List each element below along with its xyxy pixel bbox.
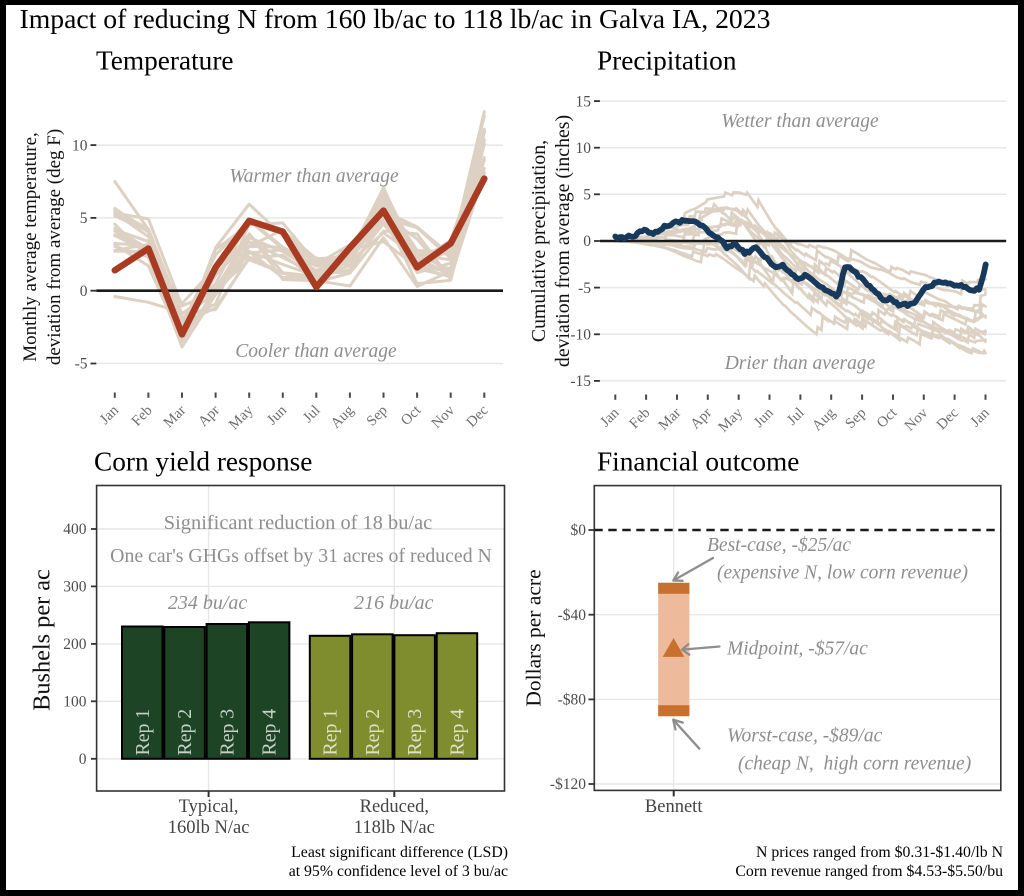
svg-text:Cumulative precipitation,: Cumulative precipitation, (528, 140, 550, 342)
svg-text:Rep 1: Rep 1 (320, 709, 342, 756)
svg-text:216 bu/ac: 216 bu/ac (354, 592, 434, 614)
svg-text:Financial outcome: Financial outcome (597, 447, 799, 477)
svg-text:Rep 3: Rep 3 (404, 709, 426, 756)
svg-text:200: 200 (63, 636, 87, 653)
svg-text:234 bu/ac: 234 bu/ac (168, 592, 248, 614)
svg-text:100: 100 (63, 694, 87, 711)
svg-text:N prices ranged from $0.31-$1.: N prices ranged from $0.31-$1.40/lb N (756, 844, 1004, 861)
svg-text:0: 0 (79, 751, 87, 768)
svg-text:0: 0 (80, 283, 88, 300)
svg-text:Drier than average: Drier than average (724, 353, 876, 374)
svg-text:Rep 4: Rep 4 (446, 709, 468, 756)
svg-text:at 95% confidence level of 3 b: at 95% confidence level of 3 bu/ac (289, 863, 508, 880)
svg-text:-$40: -$40 (558, 607, 587, 624)
svg-text:Bushels per ac: Bushels per ac (29, 569, 56, 711)
svg-text:5: 5 (80, 210, 88, 227)
svg-text:160lb N/ac: 160lb N/ac (168, 818, 250, 838)
svg-text:0: 0 (583, 233, 591, 250)
svg-text:Corn revenue ranged from $4.53: Corn revenue ranged from $4.53-$5.50/bu (735, 863, 1003, 880)
svg-text:Wetter than average: Wetter than average (721, 111, 879, 132)
svg-text:Monthly average temperature,: Monthly average temperature, (20, 132, 41, 361)
svg-text:-10: -10 (570, 327, 591, 344)
svg-text:deviation from average (inches: deviation from average (inches) (552, 115, 574, 367)
svg-text:10: 10 (576, 140, 592, 157)
svg-text:Cooler than average: Cooler than average (235, 341, 397, 362)
svg-text:Rep 4: Rep 4 (259, 709, 281, 756)
svg-text:-5: -5 (578, 280, 591, 297)
svg-text:Rep 2: Rep 2 (174, 709, 196, 756)
svg-text:Bennett: Bennett (645, 797, 703, 817)
svg-text:Precipitation: Precipitation (597, 46, 737, 76)
svg-text:$0: $0 (571, 522, 587, 539)
svg-text:15: 15 (576, 93, 592, 110)
svg-text:One car's GHGs offset by 31 ac: One car's GHGs offset by 31 acres of red… (110, 545, 492, 567)
svg-text:Impact of reducing N from 160: Impact of reducing N from 160 lb/ac to 1… (20, 3, 771, 34)
svg-text:-15: -15 (570, 373, 591, 390)
svg-text:10: 10 (72, 137, 88, 154)
svg-text:-$80: -$80 (558, 692, 587, 709)
svg-text:118lb N/ac: 118lb N/ac (354, 818, 435, 838)
svg-text:Typical,: Typical, (179, 797, 239, 817)
svg-text:Significant reduction of 18 bu: Significant reduction of 18 bu/ac (164, 512, 432, 534)
svg-text:Rep 1: Rep 1 (132, 709, 154, 756)
svg-text:Rep 2: Rep 2 (362, 709, 384, 756)
svg-text:Dollars per acre: Dollars per acre (522, 569, 546, 706)
svg-text:(expensive N, low corn revenue: (expensive N, low corn revenue) (717, 563, 968, 584)
svg-text:Least significant difference (: Least significant difference (LSD) (291, 844, 508, 861)
svg-text:Worst-case, -$89/ac: Worst-case, -$89/ac (727, 726, 883, 747)
svg-text:Rep 3: Rep 3 (216, 709, 238, 756)
svg-text:5: 5 (583, 187, 591, 204)
svg-text:-$120: -$120 (550, 776, 586, 793)
svg-text:Midpoint, -$57/ac: Midpoint, -$57/ac (726, 639, 868, 660)
svg-text:Reduced,: Reduced, (360, 797, 429, 817)
svg-text:(cheap N, high corn revenue): (cheap N, high corn revenue) (738, 754, 971, 775)
svg-text:400: 400 (63, 521, 87, 538)
svg-text:Best-case, -$25/ac: Best-case, -$25/ac (707, 535, 851, 556)
svg-text:deviation from average (deg F): deviation from average (deg F) (44, 129, 65, 365)
svg-text:Corn yield response: Corn yield response (94, 447, 312, 477)
svg-text:300: 300 (63, 579, 87, 596)
svg-text:Temperature: Temperature (96, 46, 234, 76)
svg-text:-5: -5 (75, 356, 88, 373)
svg-text:Warmer than average: Warmer than average (229, 166, 399, 187)
